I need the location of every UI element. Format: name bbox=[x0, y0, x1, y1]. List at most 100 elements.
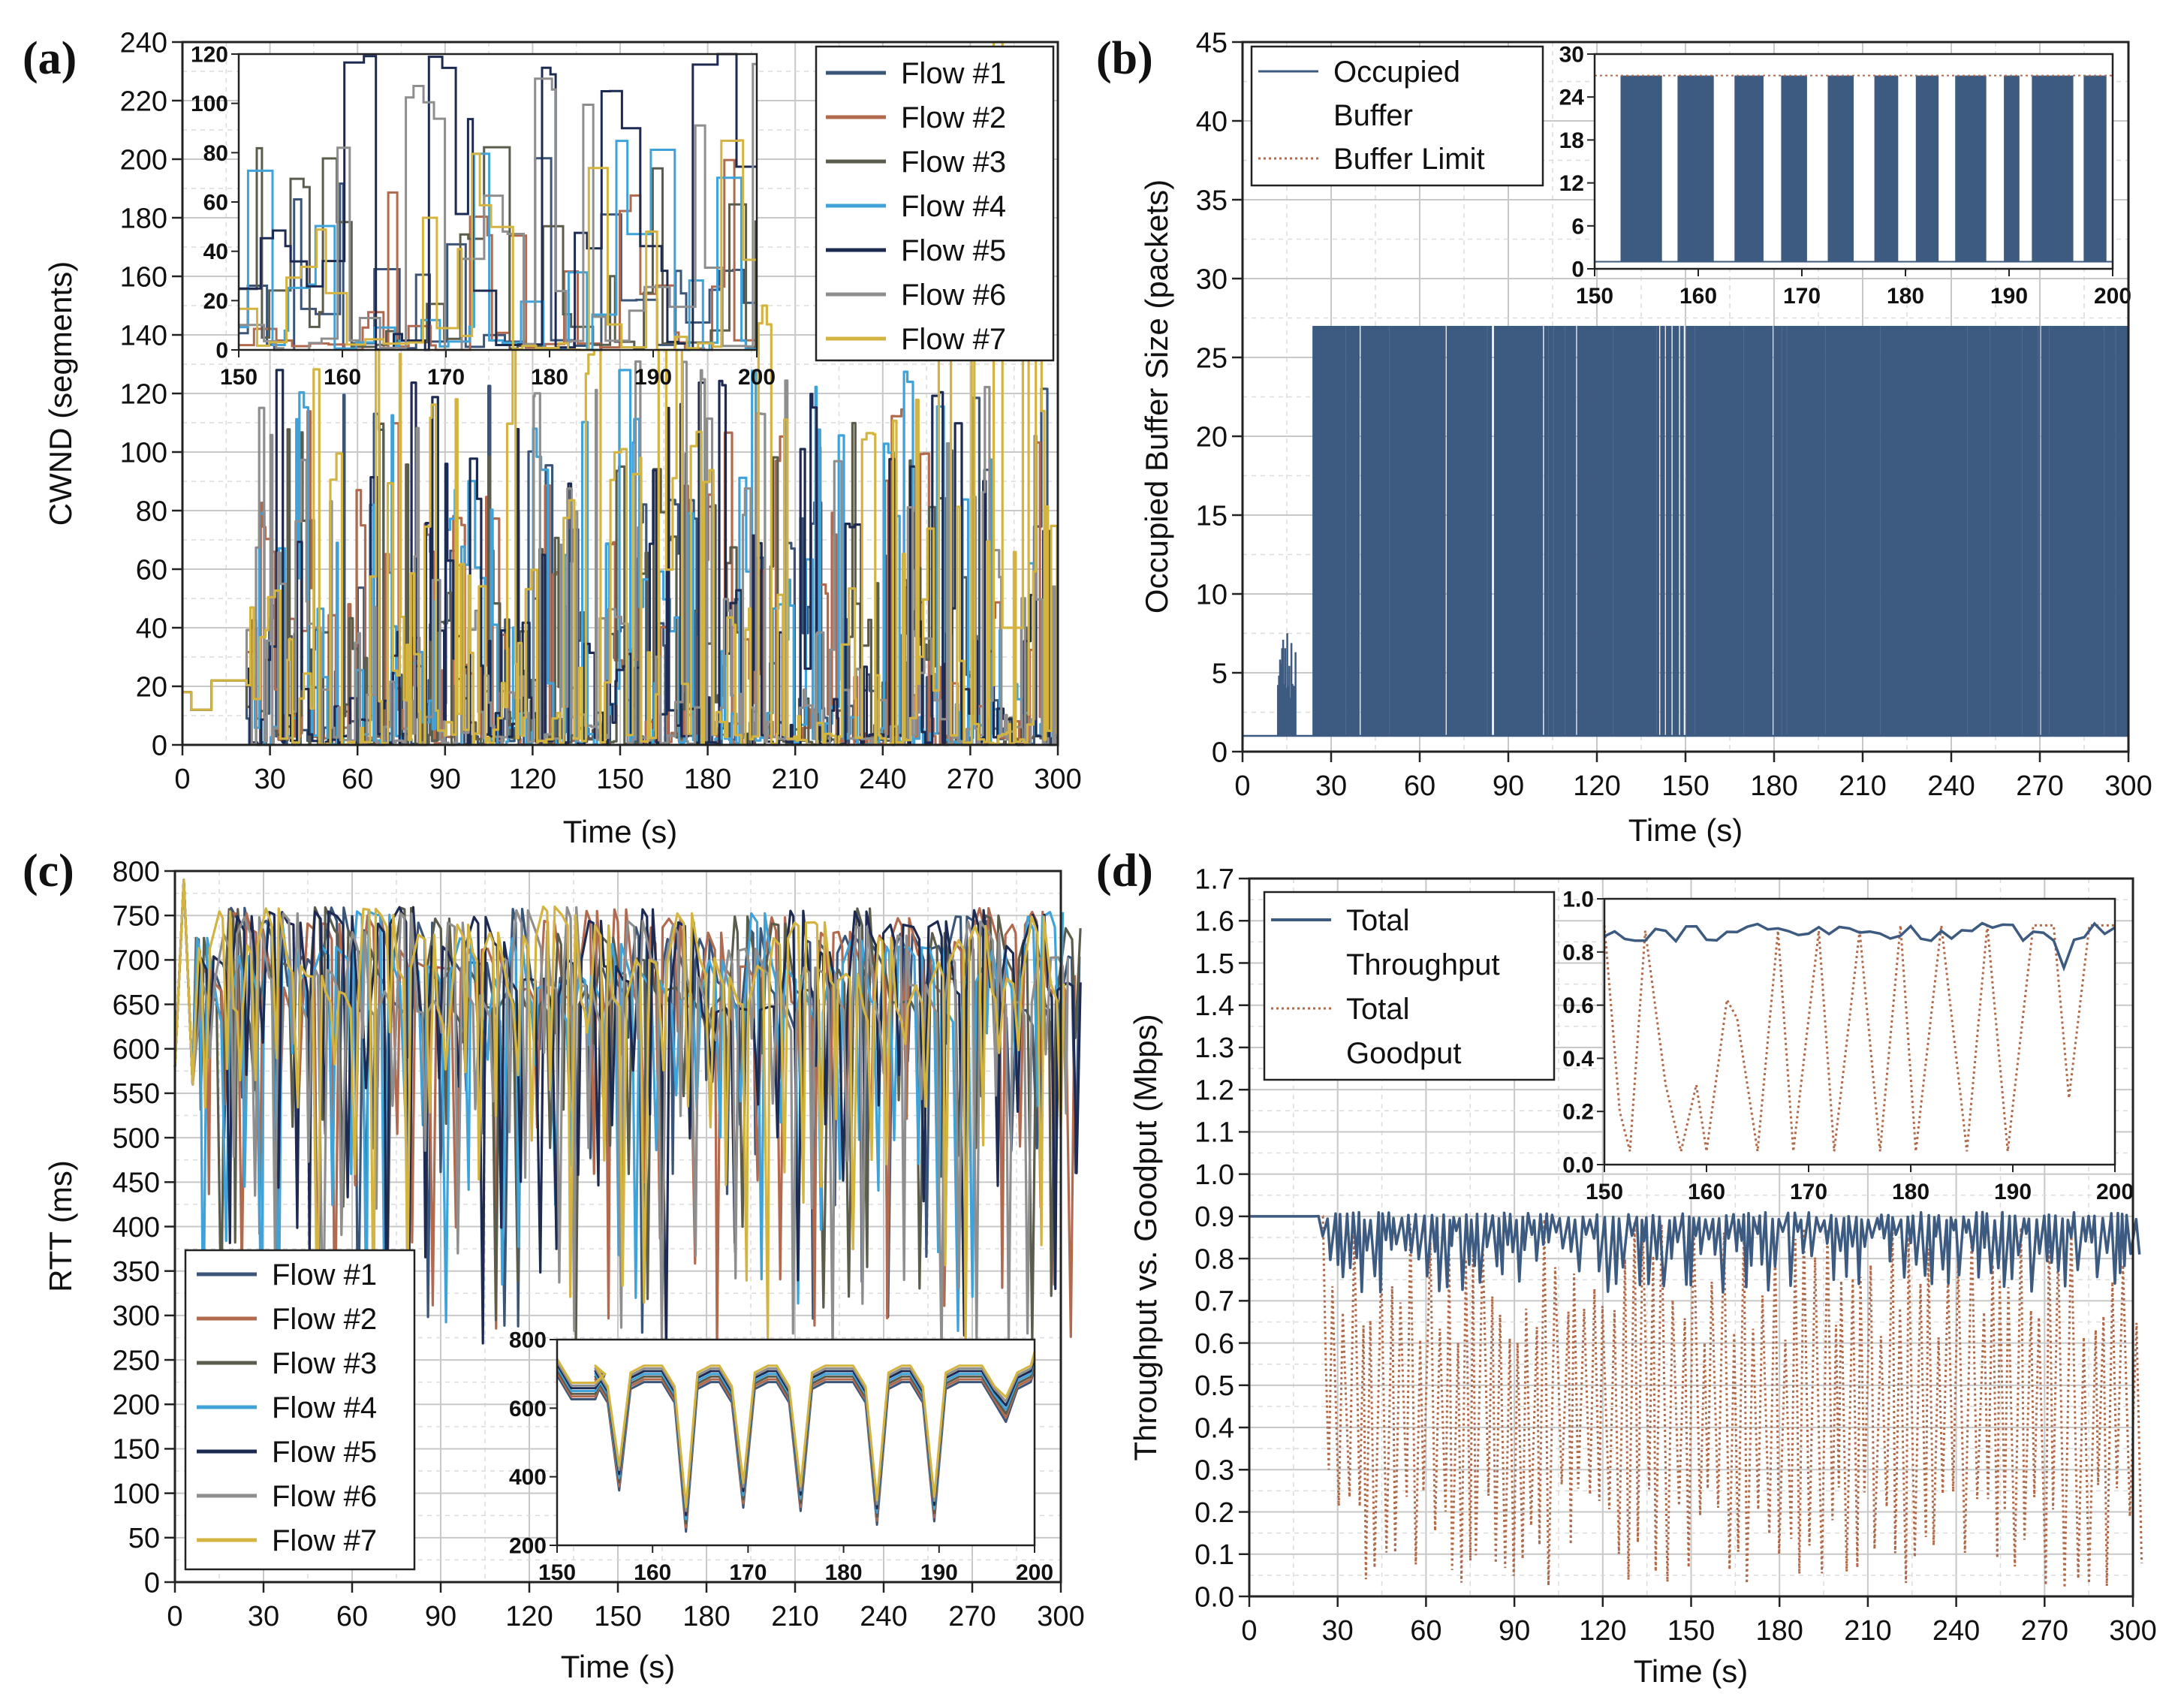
inset-buffer-block bbox=[2032, 75, 2074, 262]
x-tick-label: 0 bbox=[1234, 770, 1250, 802]
panel-b-inset-x-tick-label: 170 bbox=[1783, 284, 1821, 309]
y-tick-label: 180 bbox=[120, 203, 167, 234]
y-tick-label: 750 bbox=[113, 900, 160, 932]
inset-line-flow-7 bbox=[556, 1351, 1036, 1509]
inset-line-flow-6 bbox=[239, 62, 757, 351]
legend-label: Flow #3 bbox=[901, 146, 1006, 179]
inset-buffer-block bbox=[1620, 75, 1662, 262]
x-tick-label: 90 bbox=[429, 764, 461, 795]
panel-b-inset: 150 160 170 180 190 200 0 6 12 18 24 30 bbox=[1559, 43, 2131, 309]
x-tick-label: 120 bbox=[505, 1601, 553, 1632]
panel-b-inset-x-tick-label: 180 bbox=[1887, 284, 1924, 309]
panel-b-inset-x-tick-label: 200 bbox=[2094, 284, 2131, 309]
y-tick-label: 60 bbox=[136, 554, 167, 586]
panel-c-inset-frame bbox=[556, 1338, 1036, 1547]
legend-label: Flow #6 bbox=[272, 1480, 377, 1513]
inset-throughput bbox=[1604, 921, 2116, 972]
panel-a-inset-x-tick-label: 200 bbox=[738, 365, 776, 390]
y-tick-label: 80 bbox=[136, 496, 167, 527]
legend-label: Flow #1 bbox=[272, 1258, 377, 1292]
x-tick-label: 210 bbox=[1844, 1615, 1891, 1647]
panel-c-x-label: Time (s) bbox=[561, 1649, 675, 1684]
x-tick-label: 30 bbox=[1315, 770, 1347, 802]
y-tick-label: 1.7 bbox=[1194, 864, 1234, 895]
panel-d-legend: Total Throughput Total Goodput bbox=[1263, 891, 1556, 1081]
panel-d-y-ticks: 0.0 0.1 0.2 0.3 0.4 0.5 0.6 0.7 0.8 0.9 1.0 1.1 1.2 1… bbox=[1194, 864, 1249, 1613]
legend-label: Flow #5 bbox=[901, 234, 1006, 267]
panel-d-y-label: Throughput vs. Goodput (Mbps) bbox=[1128, 1014, 1163, 1460]
y-tick-label: 35 bbox=[1196, 185, 1228, 216]
y-tick-label: 0 bbox=[152, 730, 167, 761]
panel-b-series bbox=[1243, 326, 2129, 737]
inset-line-flow-3 bbox=[239, 146, 757, 350]
panel-b-inset-frame bbox=[1593, 53, 2114, 270]
inset-buffer-block bbox=[2083, 75, 2107, 262]
x-tick-label: 270 bbox=[948, 1601, 996, 1632]
y-tick-label: 20 bbox=[1196, 421, 1228, 453]
y-tick-label: 0.9 bbox=[1194, 1201, 1234, 1233]
x-tick-label: 240 bbox=[1932, 1615, 1980, 1647]
panel-label-c: (c) bbox=[23, 845, 74, 897]
panel-b-y-label: Occupied Buffer Size (packets) bbox=[1139, 179, 1174, 613]
y-tick-label: 150 bbox=[113, 1434, 160, 1466]
x-tick-label: 90 bbox=[425, 1601, 456, 1632]
x-tick-label: 300 bbox=[2109, 1615, 2156, 1647]
panel-d-x-label: Time (s) bbox=[1634, 1653, 1748, 1689]
panel-b-legend: Occupied Buffer Buffer Limit bbox=[1250, 45, 1544, 187]
panel-a-inset-x-tick-label: 190 bbox=[634, 365, 672, 390]
y-tick-label: 0.0 bbox=[1194, 1581, 1234, 1613]
panel-d-inset-x-tick-label: 190 bbox=[1994, 1180, 2032, 1204]
x-tick-label: 120 bbox=[1573, 770, 1620, 802]
x-tick-label: 60 bbox=[1404, 770, 1435, 802]
x-tick-label: 30 bbox=[254, 764, 285, 795]
y-tick-label: 0.4 bbox=[1194, 1412, 1234, 1444]
x-tick-label: 180 bbox=[1755, 1615, 1803, 1647]
legend-label: Flow #7 bbox=[901, 323, 1006, 356]
y-tick-label: 120 bbox=[120, 378, 167, 410]
inset-buffer-block bbox=[2004, 75, 2020, 262]
panel-d-inset-y-tick-label: 1.0 bbox=[1562, 888, 1594, 912]
inset-line-flow-1 bbox=[239, 157, 757, 351]
y-tick-label: 250 bbox=[113, 1345, 160, 1376]
y-tick-label: 550 bbox=[113, 1078, 160, 1110]
y-tick-label: 45 bbox=[1196, 27, 1228, 59]
x-tick-label: 210 bbox=[771, 1601, 818, 1632]
x-tick-label: 270 bbox=[2021, 1615, 2068, 1647]
series-line-flow-7 bbox=[182, 304, 1059, 746]
panel-d-x-ticks: 0 30 60 90 120 150 180 210 240 270 300 bbox=[1241, 1596, 2157, 1647]
x-tick-label: 0 bbox=[174, 764, 190, 795]
y-tick-label: 0.5 bbox=[1194, 1370, 1234, 1402]
x-tick-label: 30 bbox=[248, 1601, 279, 1632]
inset-buffer-block bbox=[1734, 75, 1764, 262]
x-tick-label: 180 bbox=[682, 1601, 730, 1632]
x-tick-label: 60 bbox=[342, 764, 373, 795]
y-tick-label: 1.3 bbox=[1194, 1032, 1234, 1064]
x-tick-label: 240 bbox=[1927, 770, 1975, 802]
y-tick-label: 10 bbox=[1196, 579, 1228, 610]
y-tick-label: 700 bbox=[113, 945, 160, 977]
legend-label: Buffer bbox=[1333, 99, 1413, 132]
panel-a-inset-x-tick-label: 180 bbox=[531, 365, 568, 390]
x-tick-label: 180 bbox=[1750, 770, 1797, 802]
panel-d-inset-x-tick-label: 160 bbox=[1688, 1180, 1725, 1204]
x-tick-label: 60 bbox=[1410, 1615, 1441, 1647]
panel-a-legend: Flow #1 Flow #2 Flow #3 Flow #4 Flow #5 Flow … bbox=[815, 45, 1055, 362]
y-tick-label: 200 bbox=[113, 1390, 160, 1421]
panel-b-inset-x-tick-label: 160 bbox=[1679, 284, 1717, 309]
panel-d-inset-x-tick-label: 150 bbox=[1586, 1180, 1623, 1204]
panel-a-inset-x-tick-label: 160 bbox=[324, 365, 361, 390]
panel-d-inset-y-tick-label: 0.8 bbox=[1562, 940, 1594, 965]
x-tick-label: 0 bbox=[1241, 1615, 1257, 1647]
y-tick-label: 220 bbox=[120, 86, 167, 117]
panel-a-inset-y-tick-label: 60 bbox=[203, 191, 228, 216]
panel-a-inset-x-tick-label: 150 bbox=[220, 365, 258, 390]
panel-b-inset-y-tick-label: 12 bbox=[1559, 171, 1584, 196]
panel-a-inset-y-tick-label: 0 bbox=[215, 339, 228, 363]
panel-c-y-ticks: 0 50 100 150 200 250 300 350 400 450 500 550 600 650 7… bbox=[113, 856, 175, 1599]
y-tick-label: 160 bbox=[120, 261, 167, 293]
panel-c-inset-y-tick-label: 200 bbox=[509, 1534, 547, 1559]
panel-d-inset: 150 160 170 180 190 200 0.0 0.2 0.4 0.6 0.8 1.0 bbox=[1562, 888, 2134, 1205]
x-tick-label: 240 bbox=[860, 1601, 907, 1632]
